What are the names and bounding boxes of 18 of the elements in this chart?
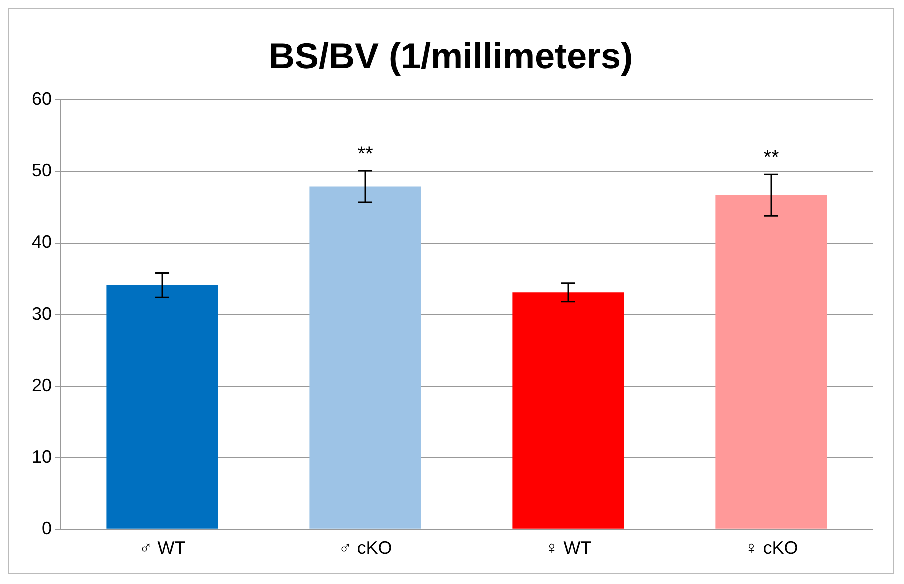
- y-tick-label: 0: [42, 518, 52, 538]
- y-tick-label: 20: [32, 375, 52, 396]
- y-tick-label: 30: [32, 304, 52, 324]
- annotation: **: [764, 147, 780, 170]
- y-tick-label: 10: [32, 446, 52, 467]
- bar: [310, 186, 422, 529]
- chart-title: BS/BV (1/millimeters): [268, 36, 634, 77]
- x-tick-label: ♂ cKO: [338, 538, 392, 558]
- x-tick-label: ♀ cKO: [744, 538, 798, 558]
- y-tick-label: 40: [32, 232, 52, 252]
- x-tick-label: ♂ WT: [139, 538, 186, 558]
- x-tick-label: ♀ WT: [545, 538, 592, 558]
- bar: [716, 195, 828, 529]
- y-tick-label: 50: [32, 160, 52, 181]
- annotation: **: [358, 144, 374, 166]
- y-tick-label: 60: [32, 89, 52, 110]
- bar: [512, 292, 624, 529]
- bar: [106, 285, 218, 529]
